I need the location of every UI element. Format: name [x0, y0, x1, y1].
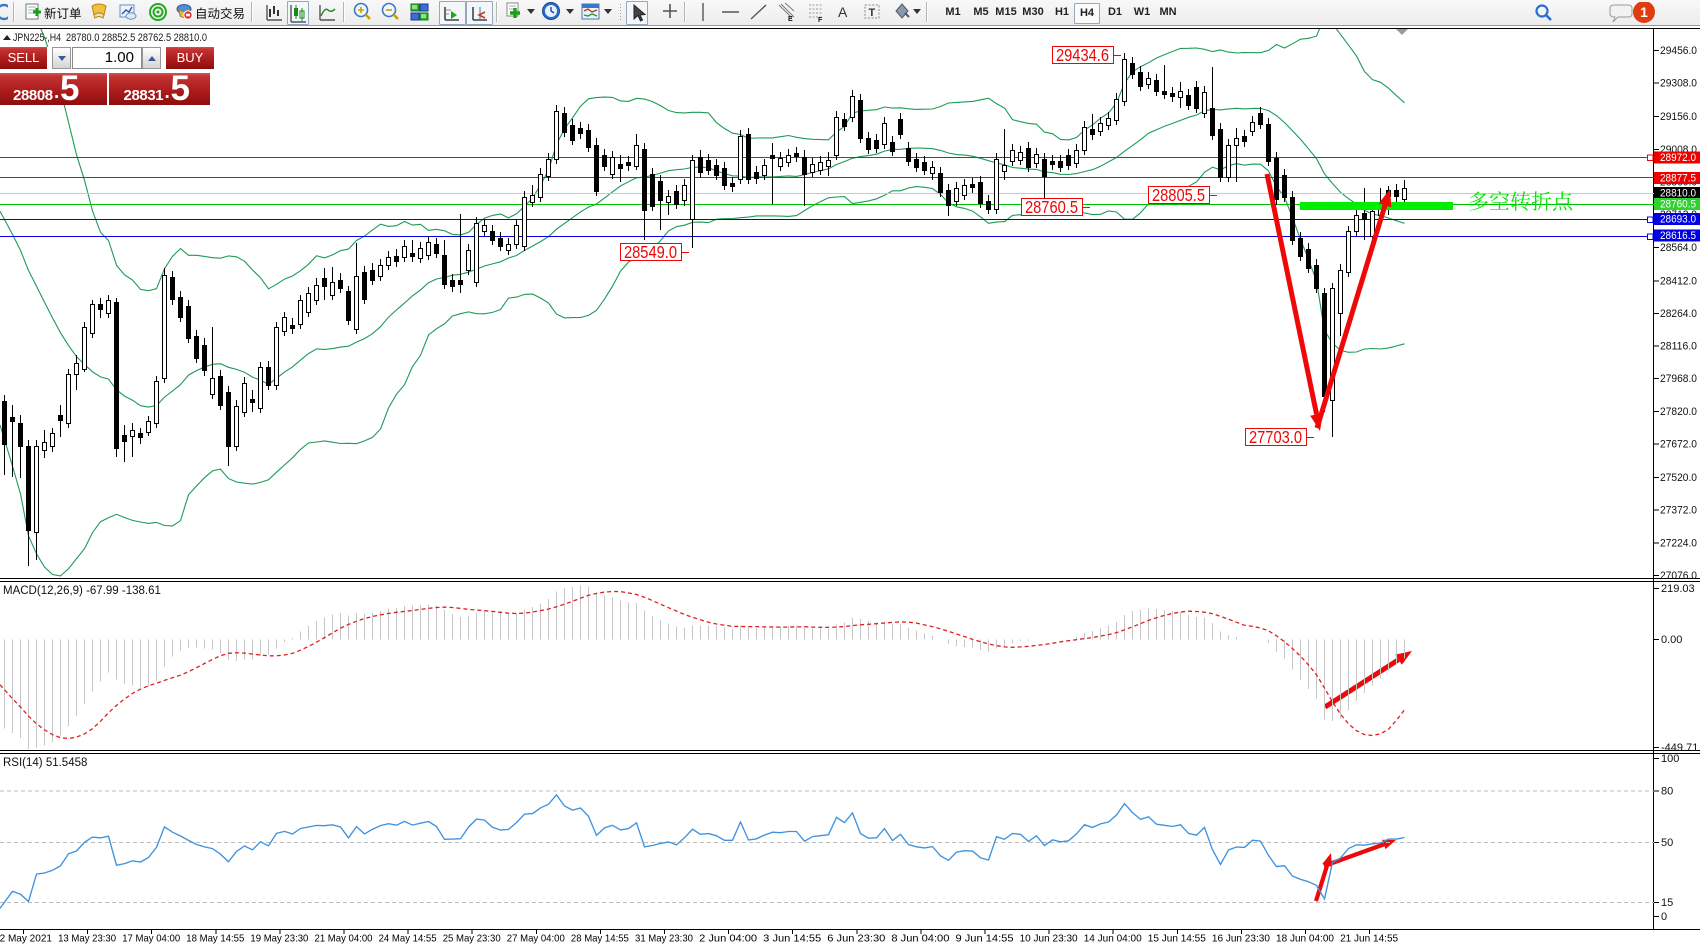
svg-text:12 May 2021: 12 May 2021: [0, 933, 52, 945]
svg-text:28264.0: 28264.0: [1660, 308, 1697, 320]
svg-text:15 Jun 14:55: 15 Jun 14:55: [1148, 933, 1206, 945]
svg-text:MACD(12,26,9) -67.99 -138.61: MACD(12,26,9) -67.99 -138.61: [3, 585, 161, 597]
svg-text:3 Jun 14:55: 3 Jun 14:55: [763, 933, 821, 945]
svg-text:28693.0: 28693.0: [1660, 213, 1696, 225]
svg-text:25 May 23:30: 25 May 23:30: [443, 933, 501, 945]
svg-text:27520.0: 27520.0: [1660, 472, 1697, 484]
svg-text:19 May 23:30: 19 May 23:30: [250, 933, 308, 945]
svg-text:28116.0: 28116.0: [1660, 341, 1697, 353]
svg-text:28564.0: 28564.0: [1660, 242, 1697, 254]
svg-text:27968.0: 27968.0: [1660, 373, 1697, 385]
svg-text:28 May 14:55: 28 May 14:55: [571, 933, 629, 945]
svg-text:16 Jun 23:30: 16 Jun 23:30: [1212, 933, 1270, 945]
svg-text:28616.5: 28616.5: [1660, 230, 1696, 242]
svg-text:9 Jun 14:55: 9 Jun 14:55: [956, 933, 1014, 945]
svg-text:28972.0: 28972.0: [1660, 152, 1696, 164]
svg-text:14 Jun 04:00: 14 Jun 04:00: [1084, 933, 1142, 945]
svg-text:27820.0: 27820.0: [1660, 406, 1697, 418]
svg-text:21 May 04:00: 21 May 04:00: [315, 933, 373, 945]
svg-text:29156.0: 29156.0: [1660, 111, 1697, 123]
svg-text:27672.0: 27672.0: [1660, 439, 1697, 451]
svg-text:-449.71: -449.71: [1661, 742, 1698, 754]
svg-text:8 Jun 04:00: 8 Jun 04:00: [891, 933, 949, 945]
svg-text:28760.5: 28760.5: [1660, 198, 1696, 210]
svg-text:29434.6: 29434.6: [1056, 45, 1109, 65]
svg-text:28412.0: 28412.0: [1660, 275, 1697, 287]
svg-text:18 May 14:55: 18 May 14:55: [186, 933, 244, 945]
svg-text:A: A: [838, 4, 848, 20]
svg-text:0.00: 0.00: [1661, 634, 1682, 646]
svg-text:T: T: [869, 7, 876, 19]
svg-text:27076.0: 27076.0: [1660, 570, 1697, 582]
svg-text:50: 50: [1661, 837, 1673, 849]
svg-text:18 Jun 04:00: 18 Jun 04:00: [1276, 933, 1334, 945]
svg-text:13 May 23:30: 13 May 23:30: [58, 933, 116, 945]
svg-text:28760.5: 28760.5: [1025, 197, 1078, 217]
svg-text:21 Jun 14:55: 21 Jun 14:55: [1340, 933, 1398, 945]
svg-text:F: F: [818, 17, 823, 23]
svg-text:24 May 14:55: 24 May 14:55: [379, 933, 437, 945]
svg-text:E: E: [788, 16, 793, 23]
svg-text:6 Jun 23:30: 6 Jun 23:30: [827, 933, 885, 945]
svg-text:28780.0 28852.5 28762.5 28810.: 28780.0 28852.5 28762.5 28810.0: [66, 32, 207, 44]
svg-text:27 May 04:00: 27 May 04:00: [507, 933, 565, 945]
svg-text:JPN225-,H4: JPN225-,H4: [13, 32, 61, 44]
svg-text:RSI(14) 51.5458: RSI(14) 51.5458: [3, 757, 87, 769]
svg-text:27372.0: 27372.0: [1660, 505, 1697, 517]
svg-text:100: 100: [1661, 753, 1679, 765]
svg-text:2 Jun 04:00: 2 Jun 04:00: [699, 933, 757, 945]
svg-text:1: 1: [1640, 4, 1648, 20]
svg-text:0: 0: [1661, 911, 1667, 923]
svg-text:28549.0: 28549.0: [624, 242, 677, 262]
svg-text:27703.0: 27703.0: [1249, 427, 1302, 447]
svg-text:29456.0: 29456.0: [1660, 45, 1697, 57]
svg-text:17 May 04:00: 17 May 04:00: [122, 933, 180, 945]
svg-text:219.03: 219.03: [1661, 583, 1695, 595]
svg-text:10 Jun 23:30: 10 Jun 23:30: [1020, 933, 1078, 945]
svg-text:27224.0: 27224.0: [1660, 537, 1697, 549]
svg-text:28810.0: 28810.0: [1660, 188, 1696, 200]
svg-text:29308.0: 29308.0: [1660, 78, 1697, 90]
svg-text:31 May 23:30: 31 May 23:30: [635, 933, 693, 945]
svg-text:15: 15: [1661, 897, 1673, 909]
svg-text:28877.5: 28877.5: [1660, 173, 1696, 185]
svg-text:80: 80: [1661, 785, 1673, 797]
svg-text:28805.5: 28805.5: [1152, 185, 1205, 205]
